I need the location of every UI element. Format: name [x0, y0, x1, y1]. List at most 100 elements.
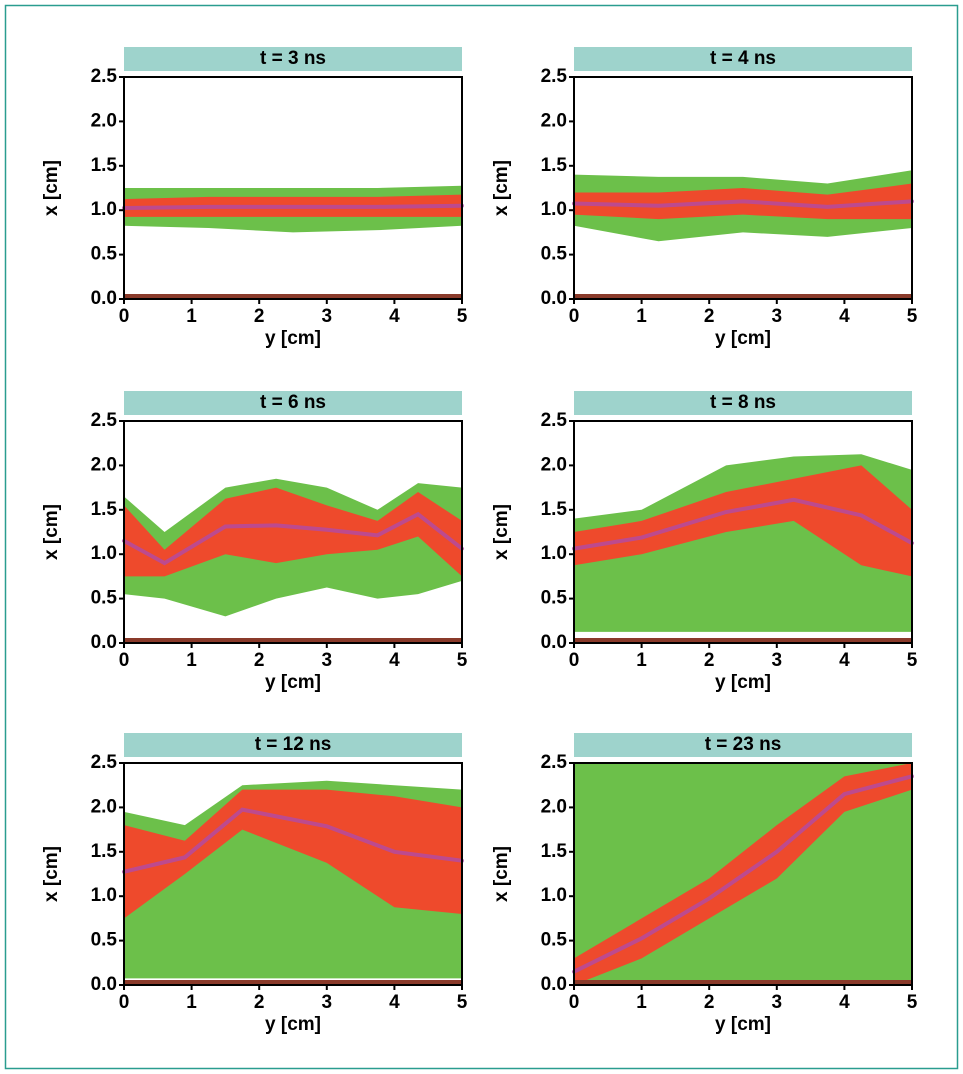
- panel-title: t = 12 ns: [255, 734, 332, 755]
- y-tick-label: 0.5: [91, 244, 118, 265]
- y-axis-label: x [cm]: [41, 160, 62, 216]
- y-tick-label: 2.0: [91, 110, 117, 131]
- x-tick-label: 4: [839, 306, 850, 327]
- x-tick-label: 0: [119, 650, 130, 671]
- y-tick-label: 0.0: [91, 632, 117, 653]
- x-tick-label: 1: [186, 306, 197, 327]
- title-bar: [574, 47, 912, 71]
- x-tick-label: 3: [322, 992, 333, 1013]
- x-tick-label: 3: [772, 992, 783, 1013]
- x-tick-label: 1: [186, 992, 197, 1013]
- plot-frame: [573, 420, 913, 644]
- wall-strip: [574, 980, 912, 985]
- field-core: [122, 807, 464, 874]
- y-tick-label: 2.5: [91, 66, 118, 87]
- x-tick-label: 2: [254, 992, 265, 1013]
- y-axis-label: x [cm]: [41, 846, 62, 902]
- title-bar: [124, 391, 462, 415]
- y-tick-label: 1.5: [91, 499, 118, 520]
- y-tick-label: 1.0: [541, 199, 567, 220]
- x-tick-label: 0: [569, 650, 580, 671]
- x-axis-label: y [cm]: [715, 672, 771, 693]
- y-tick-label: 0.5: [541, 588, 568, 609]
- y-tick-label: 0.5: [91, 930, 118, 951]
- x-axis-label: y [cm]: [715, 1014, 771, 1035]
- x-tick-label: 0: [119, 992, 130, 1013]
- y-tick-label: 2.5: [91, 410, 118, 431]
- y-tick-label: 2.5: [541, 752, 568, 773]
- y-tick-label: 0.0: [541, 974, 567, 995]
- y-tick-label: 2.5: [541, 410, 568, 431]
- y-tick-label: 2.5: [91, 752, 118, 773]
- x-axis-label: y [cm]: [715, 328, 771, 349]
- x-tick-label: 2: [254, 650, 265, 671]
- y-tick-label: 0.5: [541, 244, 568, 265]
- plot-frame: [123, 762, 463, 986]
- y-tick-label: 0.0: [541, 288, 567, 309]
- frame-border: [4, 4, 959, 1070]
- x-tick-label: 4: [389, 306, 400, 327]
- x-tick-label: 1: [636, 306, 647, 327]
- x-tick-label: 5: [907, 992, 918, 1013]
- y-tick-label: 1.0: [91, 543, 117, 564]
- panel-title: t = 23 ns: [705, 734, 782, 755]
- y-tick-label: 1.0: [91, 885, 117, 906]
- y-axis-label: x [cm]: [491, 504, 512, 560]
- x-tick-label: 0: [569, 992, 580, 1013]
- y-tick-label: 2.0: [91, 454, 117, 475]
- y-tick-label: 0.5: [91, 588, 118, 609]
- y-tick-label: 1.5: [91, 841, 118, 862]
- panel: t = 8 ns 0.0 0.5 1.0 1.5 2.0 2.5 0 1 2 3 4 5 y [cm] x …: [491, 391, 918, 693]
- x-tick-label: 1: [636, 650, 647, 671]
- plot-frame: [123, 76, 463, 300]
- plot-frame: [123, 420, 463, 644]
- field-red: [574, 465, 912, 577]
- x-axis-label: y [cm]: [265, 1014, 321, 1035]
- panel-title: t = 3 ns: [260, 48, 326, 69]
- y-tick-label: 1.0: [541, 543, 567, 564]
- y-axis-label: x [cm]: [41, 504, 62, 560]
- field-core: [572, 497, 914, 551]
- panel-title: t = 8 ns: [710, 392, 776, 413]
- y-tick-label: 0.5: [541, 930, 568, 951]
- y-tick-label: 2.5: [541, 66, 568, 87]
- plot-frame: [573, 76, 913, 300]
- field-core: [122, 511, 464, 566]
- panel-title: t = 4 ns: [710, 48, 776, 69]
- y-tick-label: 0.0: [541, 632, 567, 653]
- title-bar: [574, 391, 912, 415]
- x-tick-label: 3: [322, 306, 333, 327]
- x-tick-label: 0: [569, 306, 580, 327]
- y-tick-label: 1.5: [541, 155, 568, 176]
- wall-strip: [124, 294, 462, 299]
- panel: t = 3 ns 0.0 0.5 1.0 1.5 2.0 2.5 0 1 2 3 4 5 y [cm] x …: [41, 47, 468, 349]
- y-tick-label: 1.5: [91, 155, 118, 176]
- wall-strip: [124, 980, 462, 985]
- x-tick-label: 4: [389, 992, 400, 1013]
- field-red: [124, 789, 462, 919]
- x-tick-label: 2: [704, 992, 715, 1013]
- x-tick-label: 5: [907, 306, 918, 327]
- title-bar: [574, 733, 912, 757]
- panel-title: t = 6 ns: [260, 392, 326, 413]
- x-tick-label: 1: [636, 992, 647, 1013]
- x-axis-label: y [cm]: [265, 672, 321, 693]
- panel: t = 6 ns 0.0 0.5 1.0 1.5 2.0 2.5 0 1 2 3 4 5 y [cm] x …: [41, 391, 468, 693]
- field-core: [572, 774, 914, 974]
- y-tick-label: 1.0: [541, 885, 567, 906]
- y-tick-label: 1.5: [541, 841, 568, 862]
- x-tick-label: 2: [704, 650, 715, 671]
- y-axis-label: x [cm]: [491, 846, 512, 902]
- y-axis-label: x [cm]: [491, 160, 512, 216]
- panel: t = 12 ns 0.0 0.5 1.0 1.5 2.0 2.5 0 1 2 3 4 5 y [cm] x…: [41, 733, 468, 1035]
- x-tick-label: 0: [119, 306, 130, 327]
- y-tick-label: 0.0: [91, 974, 117, 995]
- y-tick-label: 1.5: [541, 499, 568, 520]
- x-tick-label: 5: [907, 650, 918, 671]
- wall-strip: [574, 294, 912, 299]
- title-bar: [124, 733, 462, 757]
- x-tick-label: 4: [839, 992, 850, 1013]
- x-tick-label: 5: [457, 306, 468, 327]
